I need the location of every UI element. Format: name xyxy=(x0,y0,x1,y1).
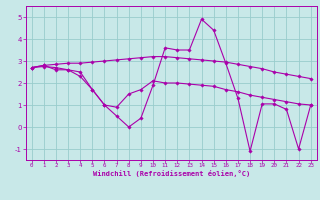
X-axis label: Windchill (Refroidissement éolien,°C): Windchill (Refroidissement éolien,°C) xyxy=(92,170,250,177)
